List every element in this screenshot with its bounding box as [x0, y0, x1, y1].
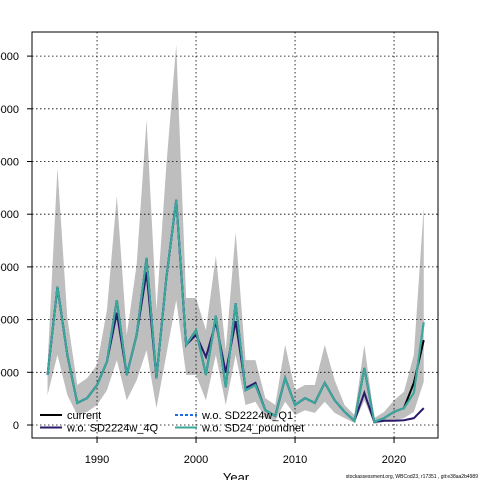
x-tick-label: 2020	[382, 454, 406, 466]
y-tick-label: 50000	[0, 156, 19, 168]
confidence-band	[47, 45, 424, 424]
legend-label: current	[67, 410, 101, 422]
x-tick-label: 2010	[283, 454, 307, 466]
y-tick-label: 60000	[0, 104, 19, 116]
x-tick-label: 1990	[85, 454, 109, 466]
series-line	[46, 199, 425, 424]
y-tick-label: 70000	[0, 51, 19, 63]
legend-label: w.o. SD2224w_Q1	[201, 410, 293, 422]
y-tick-label: 10000	[0, 367, 19, 379]
footer: stockassessment.org, WBCod23, r17351 , g…	[346, 474, 479, 480]
y-tick-label: 0	[13, 420, 19, 432]
y-tick-label: 40000	[0, 209, 19, 221]
legend-label: w.o. SD2224w_4Q	[66, 423, 159, 435]
plot-frame	[31, 31, 439, 439]
legend-label: w.o. SD24_poundnet	[201, 423, 304, 435]
x-tick-label: 2000	[184, 454, 208, 466]
x-axis-label: Year	[223, 470, 250, 480]
y-tick-label: 30000	[0, 262, 19, 274]
